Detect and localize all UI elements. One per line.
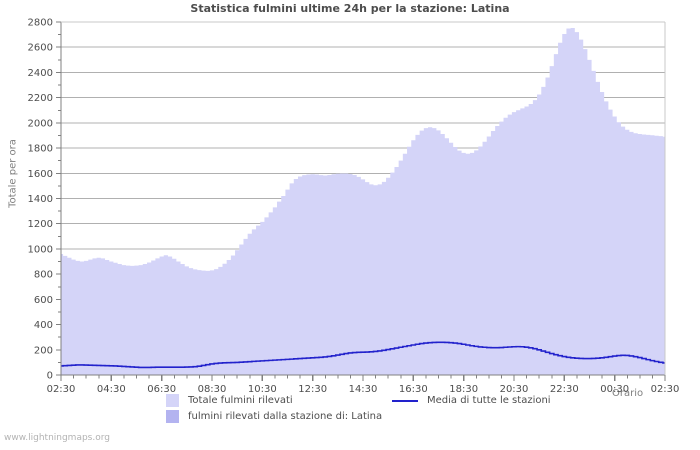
x-tick-label: 22:30 xyxy=(550,384,579,395)
y-tick-label: 1200 xyxy=(28,219,53,230)
y-tick-label: 1600 xyxy=(28,169,53,180)
y-tick-label: 2000 xyxy=(28,118,53,129)
legend-swatch-average-icon xyxy=(392,399,418,402)
x-tick-label: 16:30 xyxy=(399,384,428,395)
x-tick-label: 14:30 xyxy=(349,384,378,395)
legend-label-total: Totale fulmini rilevati xyxy=(188,394,293,406)
legend-item-total: Totale fulmini rilevati xyxy=(166,392,293,408)
legend-label-average: Media di tutte le stazioni xyxy=(427,394,551,406)
y-tick-label: 400 xyxy=(34,320,53,331)
x-tick-label: 02:30 xyxy=(651,384,680,395)
chart-title: Statistica fulmini ultime 24h per la sta… xyxy=(190,2,510,15)
y-tick-label: 2200 xyxy=(28,93,53,104)
y-tick-label: 800 xyxy=(34,270,53,281)
x-tick-label: 08:30 xyxy=(198,384,227,395)
x-tick-label: 20:30 xyxy=(500,384,529,395)
y-tick-label: 200 xyxy=(34,345,53,356)
series-area-total xyxy=(61,28,665,376)
y-tick-label: 2400 xyxy=(28,68,53,79)
legend-swatch-total-icon xyxy=(166,393,179,407)
legend-item-average: Media di tutte le stazioni xyxy=(392,392,551,408)
y-tick-label: 1400 xyxy=(28,194,53,205)
chart-legend: Totale fulmini rilevati fulmini rilevati… xyxy=(0,392,700,428)
y-tick-label: 2800 xyxy=(28,18,53,29)
x-tick-label: 00:30 xyxy=(600,384,629,395)
y-tick-label: 600 xyxy=(34,295,53,306)
y-tick-label: 1000 xyxy=(28,244,53,255)
x-tick-label: 04:30 xyxy=(97,384,126,395)
x-axis-label: Orario xyxy=(612,388,644,399)
x-tick-label: 18:30 xyxy=(449,384,478,395)
watermark: www.lightningmaps.org xyxy=(4,433,110,443)
y-tick-label: 1800 xyxy=(28,144,53,155)
series-line-average xyxy=(61,341,665,369)
y-tick-label: 2600 xyxy=(28,43,53,54)
x-tick-label: 10:30 xyxy=(248,384,277,395)
legend-label-station: fulmini rilevati dalla stazione di: Lati… xyxy=(188,410,383,422)
x-tick-label: 02:30 xyxy=(47,384,76,395)
legend-item-station: fulmini rilevati dalla stazione di: Lati… xyxy=(166,408,382,424)
x-tick-label: 12:30 xyxy=(298,384,327,395)
x-tick-label: 06:30 xyxy=(147,384,176,395)
y-tick-label: 0 xyxy=(47,371,53,382)
legend-swatch-station-icon xyxy=(166,409,179,423)
